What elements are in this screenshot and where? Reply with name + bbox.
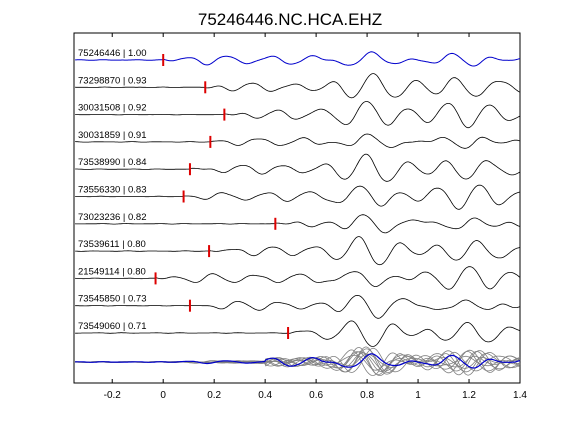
trace-line (75, 153, 521, 182)
trace-row: 73023236 | 0.82 (75, 212, 521, 234)
trace-row: 73549060 | 0.71 (75, 320, 521, 347)
trace-line (75, 101, 521, 129)
x-tick-label: 0.2 (207, 390, 221, 401)
trace-label: 73545850 | 0.73 (78, 294, 147, 305)
trace-group: 75246446 | 1.00 73298870 | 0.93 30031508 |… (75, 48, 521, 347)
trace-label: 30031508 | 0.92 (78, 103, 147, 114)
reference-trace (75, 51, 521, 67)
trace-label: 73549060 | 0.71 (78, 321, 147, 332)
trace-label: 73538990 | 0.84 (78, 157, 147, 168)
x-tick-label: 0.8 (360, 390, 374, 401)
trace-line (75, 266, 521, 290)
trace-line (75, 214, 521, 234)
trace-row: 73556330 | 0.83 (75, 184, 521, 210)
stack-group (75, 346, 521, 377)
trace-line (75, 236, 521, 266)
trace-row: 30031508 | 0.92 (75, 101, 521, 129)
trace-label: 73539611 | 0.80 (78, 239, 146, 250)
trace-label: 73023236 | 0.82 (78, 212, 147, 223)
x-tick-label: 0.6 (309, 390, 323, 401)
x-tick-label: 0 (160, 390, 166, 401)
trace-row: 73298870 | 0.93 (75, 73, 521, 99)
trace-row: 73538990 | 0.84 (75, 153, 521, 182)
trace-row: 73539611 | 0.80 (75, 236, 521, 266)
trace-line (75, 294, 521, 319)
x-tick-label: 1.2 (462, 390, 476, 401)
trace-label: 73298870 | 0.93 (78, 75, 147, 86)
trace-line (75, 133, 521, 149)
trace-label: 73556330 | 0.83 (78, 185, 147, 196)
x-tick-label: 0.4 (258, 390, 272, 401)
x-tick-label: 1.4 (513, 390, 527, 401)
x-tick-label: 1 (415, 390, 421, 401)
plot-frame (73, 32, 521, 384)
x-axis: -0.2 0 0.2 0.4 0.6 0.8 1 1.2 1.4 (104, 33, 527, 401)
trace-row: 21549114 | 0.80 (75, 266, 521, 290)
trace-label: 75246446 | 1.00 (78, 48, 147, 59)
stack-reference-line (75, 353, 521, 369)
x-tick-label: -0.2 (104, 390, 122, 401)
trace-row: 30031859 | 0.91 (75, 130, 521, 149)
trace-row: 73545850 | 0.73 (75, 294, 521, 319)
trace-line (75, 184, 521, 210)
trace-line (75, 73, 521, 99)
trace-label: 30031859 | 0.91 (78, 130, 147, 141)
trace-row: 75246446 | 1.00 (75, 48, 521, 67)
trace-line (75, 320, 521, 347)
chart-title: 75246446.NC.HCA.EHZ (198, 10, 382, 29)
trace-label: 21549114 | 0.80 (78, 266, 146, 277)
